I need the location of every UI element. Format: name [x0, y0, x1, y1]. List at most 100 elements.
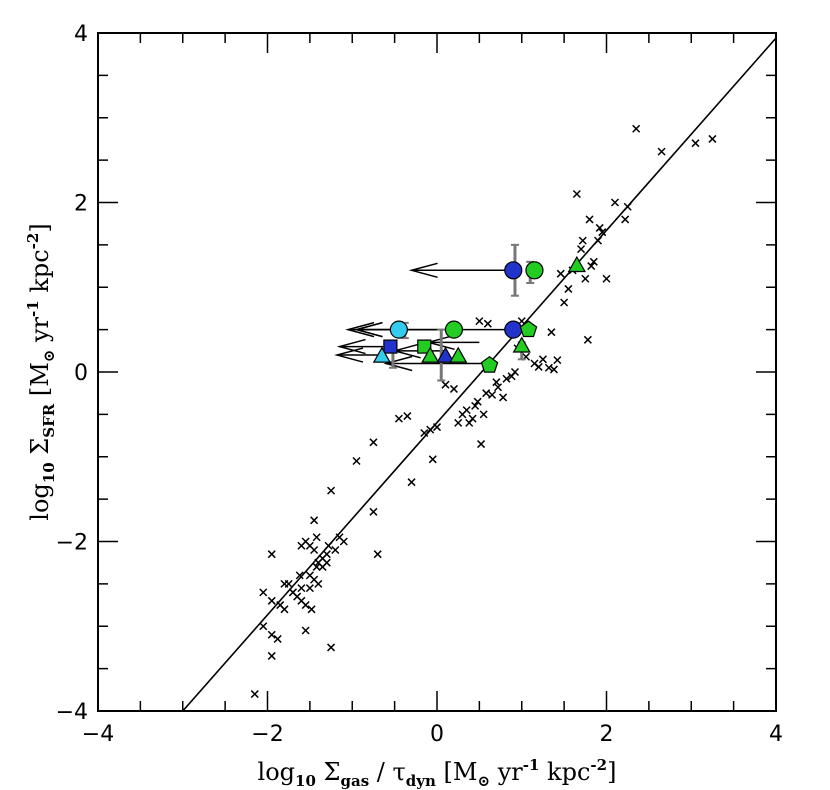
cross-stroke — [301, 626, 310, 635]
cross-point — [295, 571, 304, 580]
cross-point — [577, 245, 586, 254]
cross-point — [499, 393, 508, 402]
cross-stroke — [267, 630, 276, 639]
x-tick-label: −4 — [82, 722, 114, 747]
cross-point — [420, 428, 429, 438]
cross-point — [307, 605, 316, 614]
cross-point — [280, 605, 289, 614]
cross-stroke — [454, 418, 463, 427]
cross-point — [331, 545, 340, 555]
cross-point — [534, 362, 543, 371]
cross-stroke — [339, 537, 348, 546]
cross-point — [479, 410, 488, 419]
cross-point — [428, 455, 437, 464]
cross-point — [482, 389, 491, 398]
cross-point — [297, 584, 306, 593]
cross-point — [502, 374, 511, 383]
cross-point — [556, 269, 565, 278]
cross-point — [297, 541, 306, 550]
cross-point — [267, 651, 276, 660]
cross-stroke — [394, 414, 403, 423]
cross-stroke — [324, 541, 333, 550]
cross-point — [267, 596, 276, 605]
arrow-head — [345, 321, 375, 338]
cross-stroke — [510, 367, 520, 377]
cross-stroke — [273, 634, 282, 643]
cross-stroke — [331, 545, 340, 555]
cross-point — [301, 626, 310, 635]
cross-point — [483, 319, 492, 328]
y-tick-label: 2 — [74, 192, 88, 217]
cross-point — [267, 630, 276, 639]
cross-stroke — [708, 134, 717, 143]
cross-stroke — [297, 584, 306, 593]
cross-point — [602, 274, 611, 283]
cross-point — [373, 550, 382, 559]
triangle-marker — [567, 255, 586, 273]
cross-point — [462, 406, 471, 415]
cross-stroke — [295, 571, 304, 580]
cross-stroke — [267, 550, 276, 559]
cross-point — [327, 643, 336, 652]
cross-point — [301, 601, 310, 610]
cross-stroke — [267, 651, 276, 660]
limit-arrow — [408, 262, 515, 279]
cross-point — [544, 363, 553, 372]
cross-point — [595, 223, 604, 232]
square-marker — [383, 339, 398, 354]
cross-stroke — [305, 571, 314, 580]
cross-stroke — [449, 384, 458, 393]
cross-stroke — [589, 257, 598, 266]
cross-stroke — [549, 365, 558, 374]
cross-point — [273, 634, 282, 643]
cross-point — [621, 215, 630, 224]
cross-stroke — [310, 545, 319, 555]
cross-point — [473, 397, 482, 406]
cross-stroke — [307, 605, 316, 614]
cross-point — [327, 486, 336, 495]
cross-point — [593, 236, 603, 245]
cross-stroke — [259, 622, 268, 631]
cross-point — [339, 537, 348, 546]
cross-stroke — [473, 397, 482, 406]
cross-point — [493, 383, 503, 392]
cross-point — [369, 438, 378, 447]
cross-point — [547, 328, 556, 337]
cross-point — [589, 257, 598, 266]
pentagon-marker — [519, 320, 538, 338]
cross-stroke — [428, 455, 437, 464]
cross-point — [259, 622, 268, 631]
cross-stroke — [280, 605, 289, 614]
cross-point — [691, 139, 700, 148]
circle-marker — [504, 320, 523, 339]
cross-point — [581, 274, 590, 283]
fit-line — [182, 37, 776, 711]
cross-point — [510, 367, 520, 377]
cross-stroke — [595, 223, 604, 232]
triangle-marker — [436, 346, 455, 363]
cross-point — [441, 380, 450, 389]
cross-point — [259, 588, 268, 597]
cross-stroke — [305, 541, 314, 550]
cross-point — [312, 533, 321, 542]
cross-stroke — [420, 428, 429, 438]
cross-stroke — [564, 284, 573, 293]
cross-point — [632, 124, 641, 133]
cross-point — [549, 365, 558, 374]
x-tick-label: −2 — [251, 722, 283, 747]
circle-marker — [525, 261, 544, 280]
triangle-marker — [421, 346, 440, 363]
cross-stroke — [602, 274, 611, 283]
cross-stroke — [407, 478, 416, 487]
cross-point — [432, 423, 442, 432]
triangle-marker — [372, 346, 392, 363]
cross-stroke — [657, 147, 666, 156]
limit-arrow — [345, 321, 395, 338]
y-tick-label: 4 — [74, 22, 88, 47]
cross-point — [475, 317, 484, 326]
y-tick-label: 0 — [74, 361, 88, 386]
cross-stroke — [293, 592, 302, 601]
cross-stroke — [502, 374, 511, 383]
